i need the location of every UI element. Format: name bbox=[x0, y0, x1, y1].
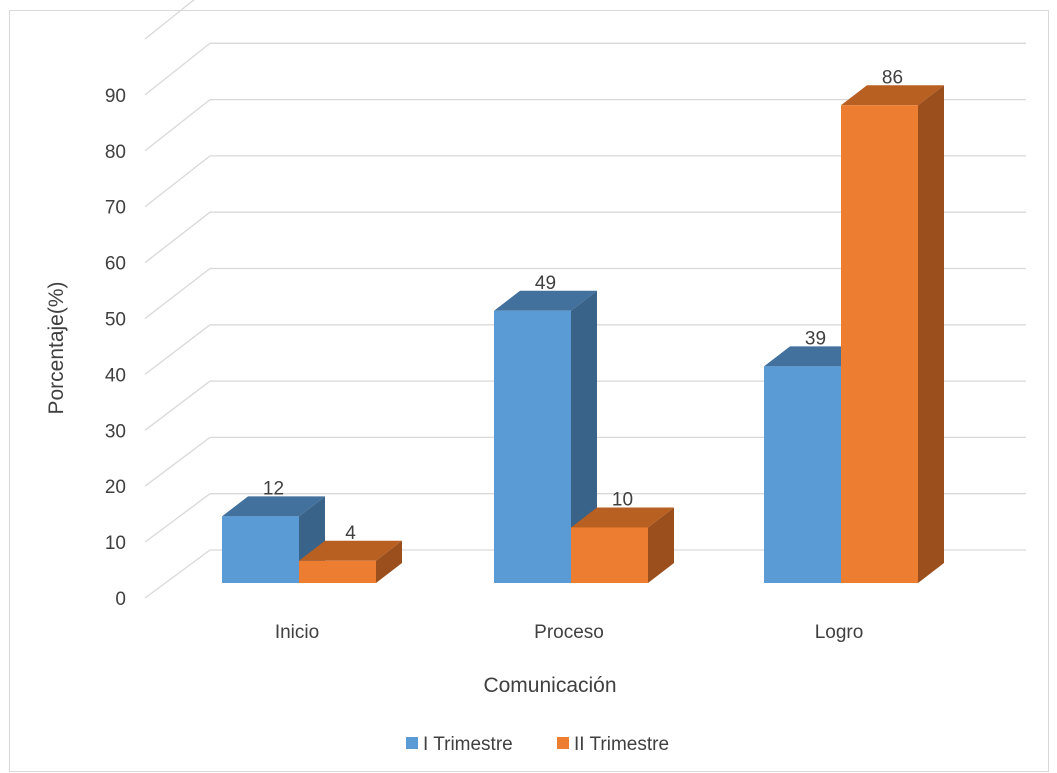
bar bbox=[494, 290, 597, 583]
bar-side bbox=[376, 540, 402, 583]
x-axis-ticks: Inicio Proceso Logro bbox=[275, 622, 863, 643]
y-tick-label: 40 bbox=[105, 365, 126, 386]
legend-swatch bbox=[406, 737, 418, 749]
data-label: 49 bbox=[535, 273, 556, 294]
x-axis-title: Comunicación bbox=[483, 674, 616, 697]
gridline-diagonal bbox=[144, 155, 211, 208]
y-axis-title: Porcentaje(%) bbox=[45, 281, 68, 414]
bar-side bbox=[648, 507, 674, 583]
y-tick-label: 90 bbox=[105, 86, 126, 107]
x-tick-label: Logro bbox=[815, 622, 864, 643]
gridline-diagonal bbox=[144, 493, 211, 543]
bar bbox=[571, 507, 674, 583]
y-tick-label: 50 bbox=[105, 310, 126, 331]
bar-top bbox=[841, 85, 944, 106]
gridline-diagonal bbox=[144, 211, 211, 264]
y-tick-label: 70 bbox=[105, 198, 126, 219]
y-axis-ticks: 0 10 20 30 40 50 60 70 80 90 bbox=[105, 86, 126, 610]
y-tick-label: 20 bbox=[105, 477, 126, 498]
y-tick-label: 10 bbox=[105, 533, 126, 554]
bar-front bbox=[841, 105, 918, 584]
gridline-diagonal bbox=[144, 380, 211, 431]
gridline-diagonal bbox=[144, 0, 195, 40]
y-tick-label: 60 bbox=[105, 254, 126, 275]
x-tick-label: Proceso bbox=[534, 622, 604, 643]
gridline-diagonal bbox=[144, 549, 211, 599]
data-label: 12 bbox=[263, 478, 284, 499]
gridline-diagonal bbox=[144, 436, 211, 487]
data-label: 86 bbox=[882, 67, 903, 88]
data-label: 39 bbox=[805, 328, 826, 349]
bar-front bbox=[222, 516, 299, 583]
x-tick-label: Inicio bbox=[275, 622, 319, 643]
bar-top bbox=[299, 540, 402, 561]
bar-top bbox=[494, 290, 597, 311]
gridline-diagonal bbox=[144, 267, 211, 320]
bar bbox=[841, 85, 944, 584]
bar-front bbox=[571, 527, 648, 583]
bar-front bbox=[764, 366, 841, 583]
legend-label: I Trimestre bbox=[423, 734, 513, 755]
data-label: 10 bbox=[612, 489, 633, 510]
gridline-diagonal bbox=[144, 42, 211, 96]
bar-front bbox=[299, 560, 376, 583]
bar-side bbox=[571, 290, 597, 583]
legend-label: II Trimestre bbox=[574, 734, 669, 755]
data-label: 4 bbox=[345, 523, 356, 544]
bar-top bbox=[222, 496, 325, 517]
y-tick-label: 30 bbox=[105, 421, 126, 442]
gridline-diagonal bbox=[144, 324, 211, 375]
bar-top bbox=[571, 507, 674, 528]
bar-front bbox=[494, 310, 571, 583]
y-tick-label: 80 bbox=[105, 142, 126, 163]
bars: 12 4 49 10 39 86 bbox=[222, 67, 944, 584]
gridline-diagonal bbox=[144, 99, 211, 152]
y-tick-label: 0 bbox=[115, 589, 126, 610]
legend-swatch bbox=[557, 737, 569, 749]
legend: I Trimestre II Trimestre bbox=[406, 734, 669, 755]
bar-side bbox=[918, 85, 944, 584]
bar bbox=[299, 540, 402, 583]
